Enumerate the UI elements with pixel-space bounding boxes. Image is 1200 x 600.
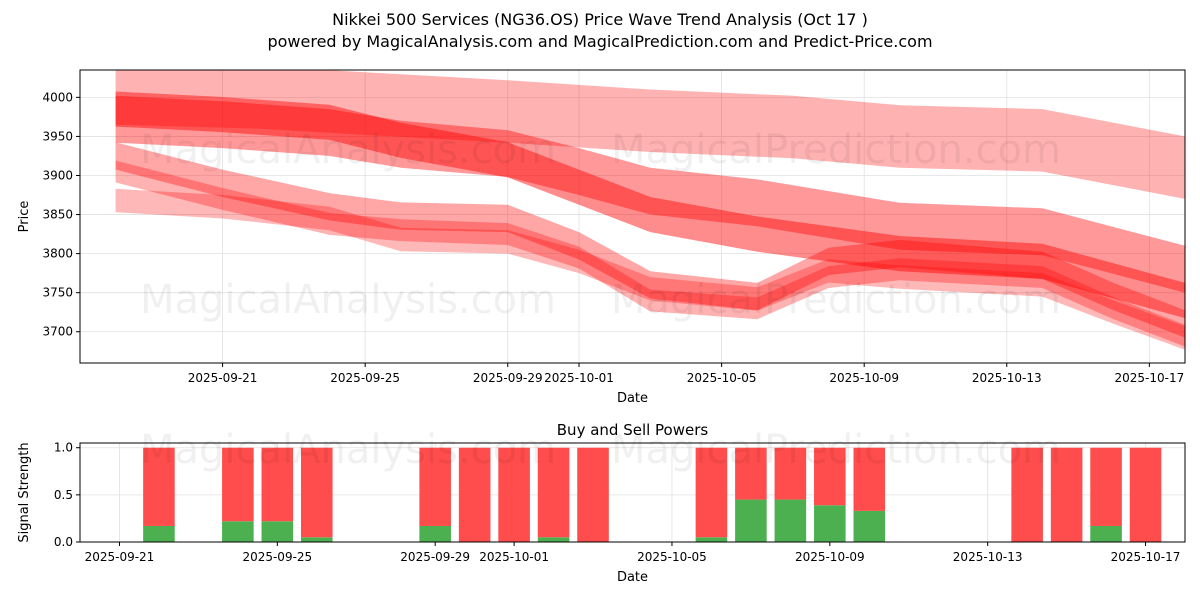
price-x-ticks: 2025-09-21 2025-09-25 2025-09-29 2025-10-01… — [188, 363, 1184, 385]
signal-y-ticks: 0.0 0.5 1.0 — [54, 441, 80, 549]
buy-bar — [1090, 525, 1122, 542]
price-y-tick-label: 3700 — [42, 325, 73, 339]
buy-bar — [735, 499, 767, 542]
price-band-wave-6 — [115, 188, 1185, 350]
signal-x-tick-label: 2025-09-29 — [400, 550, 470, 564]
buy-bar — [143, 525, 175, 542]
sell-bar — [774, 447, 807, 500]
signal-y-tick-label: 0.0 — [54, 535, 73, 549]
signal-x-axis-label: Date — [617, 570, 648, 585]
price-x-tick-label: 2025-10-17 — [1114, 371, 1184, 385]
price-x-tick-label: 2025-10-13 — [972, 371, 1042, 385]
sell-bar — [222, 447, 254, 522]
price-band-wave-5 — [115, 160, 1185, 347]
sell-bar — [577, 447, 609, 542]
buy-bar — [261, 521, 294, 542]
chart-subtitle: powered by MagicalAnalysis.com and Magic… — [267, 32, 933, 51]
watermark-analysis-1: MagicalAnalysis.com — [140, 127, 556, 173]
buy-bar — [774, 499, 807, 542]
price-x-axis-label: Date — [617, 391, 648, 406]
price-band-wave-3 — [115, 91, 1185, 319]
sell-bar — [1129, 447, 1162, 542]
signal-x-tick-label: 2025-09-25 — [242, 550, 312, 564]
buy-bar — [853, 510, 886, 542]
watermark-analysis-2: MagicalAnalysis.com — [140, 277, 556, 323]
sell-bar — [498, 447, 530, 542]
signal-x-tick-label: 2025-10-09 — [795, 550, 865, 564]
price-bands — [115, 70, 1185, 350]
price-y-tick-label: 3950 — [42, 129, 73, 143]
price-y-tick-label: 3850 — [42, 208, 73, 222]
price-x-tick-label: 2025-09-25 — [330, 371, 400, 385]
buy-bar — [695, 537, 728, 542]
price-frame — [79, 69, 1186, 364]
price-grid — [80, 70, 1185, 363]
sell-bar — [1090, 447, 1122, 526]
price-y-tick-label: 3900 — [42, 168, 73, 182]
buy-bar — [537, 537, 570, 542]
sell-bar — [419, 447, 451, 526]
signal-frame — [79, 442, 1186, 543]
price-y-ticks: 3700 3750 3800 3850 3900 3950 4000 — [42, 90, 80, 339]
sell-bar — [537, 447, 570, 538]
buy-bar — [222, 521, 254, 542]
sell-bar — [814, 447, 846, 506]
signal-y-tick-label: 0.5 — [54, 488, 73, 502]
signal-x-tick-label: 2025-10-01 — [479, 550, 549, 564]
price-y-axis-label: Price — [17, 201, 32, 233]
signal-y-axis-label: Signal Strength — [17, 442, 32, 542]
watermark-prediction-3: MagicalPrediction.com — [611, 427, 1061, 473]
watermark-prediction-1: MagicalPrediction.com — [611, 127, 1061, 173]
price-band-wave-1 — [115, 70, 1185, 199]
sell-bar — [853, 447, 886, 511]
price-band-wave-2 — [115, 95, 1185, 293]
watermark-prediction-2: MagicalPrediction.com — [611, 277, 1061, 323]
sell-bar — [261, 447, 294, 522]
price-x-tick-label: 2025-10-09 — [829, 371, 899, 385]
price-x-tick-label: 2025-09-21 — [188, 371, 258, 385]
sell-bar — [695, 447, 728, 538]
buy-bar — [301, 537, 333, 542]
signal-x-ticks: 2025-09-21 2025-09-25 2025-09-29 2025-10-01… — [85, 542, 1181, 564]
price-y-tick-label: 3800 — [42, 247, 73, 261]
signal-chart-title: Buy and Sell Powers — [557, 421, 709, 439]
signal-bars — [143, 447, 1162, 542]
signal-x-tick-label: 2025-09-21 — [85, 550, 155, 564]
price-x-tick-label: 2025-10-01 — [544, 371, 614, 385]
buy-bar — [419, 525, 451, 542]
signal-x-tick-label: 2025-10-05 — [637, 550, 707, 564]
sell-bar — [1050, 447, 1083, 542]
price-x-tick-label: 2025-09-29 — [473, 371, 543, 385]
chart-title: Nikkei 500 Services (NG36.OS) Price Wave… — [332, 10, 868, 29]
signal-x-tick-label: 2025-10-17 — [1111, 550, 1181, 564]
price-y-tick-label: 3750 — [42, 286, 73, 300]
buy-bar — [814, 505, 846, 542]
sell-bar — [301, 447, 333, 538]
sell-bar — [735, 447, 767, 500]
signal-x-tick-label: 2025-10-13 — [953, 550, 1023, 564]
signal-y-tick-label: 1.0 — [54, 441, 73, 455]
price-y-tick-label: 4000 — [42, 90, 73, 104]
sell-bar — [1011, 447, 1043, 542]
sell-bar — [143, 447, 175, 526]
watermark-analysis-3: MagicalAnalysis.com — [140, 427, 556, 473]
price-x-tick-label: 2025-10-05 — [687, 371, 757, 385]
sell-bar — [458, 447, 491, 542]
